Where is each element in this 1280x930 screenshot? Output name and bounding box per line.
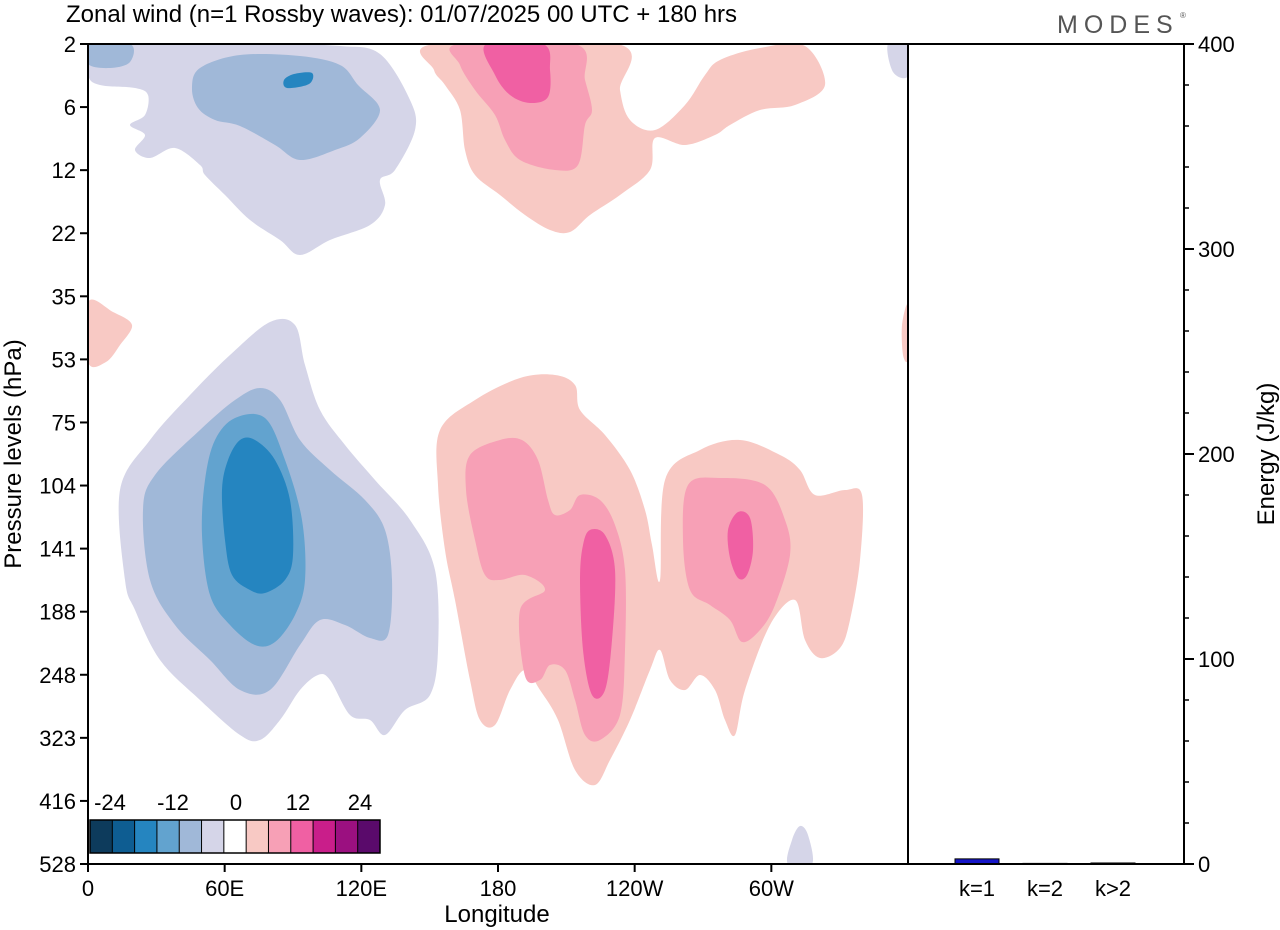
contour-region-13 xyxy=(221,437,294,594)
y-axis-label: Pressure levels (hPa) xyxy=(0,339,27,568)
x-axis-label: Longitude xyxy=(444,901,549,928)
energy-category-label: k>2 xyxy=(1095,876,1131,901)
contour-region-3 xyxy=(283,72,314,89)
energy-tick-label: 0 xyxy=(1198,852,1210,877)
y-tick-label: 416 xyxy=(39,789,76,814)
contour-region-19 xyxy=(786,825,814,864)
energy-tick-label: 200 xyxy=(1198,442,1235,467)
colorbar-swatch xyxy=(313,820,336,853)
contour-region-6 xyxy=(449,44,592,171)
contour-region-18 xyxy=(727,511,754,580)
contour-region-4 xyxy=(887,44,908,79)
contour-region-8 xyxy=(88,299,133,368)
colorbar-swatch xyxy=(335,820,359,853)
colorbar-label: 12 xyxy=(286,790,310,815)
x-tick-label: 60W xyxy=(749,876,794,901)
contour-region-9 xyxy=(901,303,908,363)
colorbar-swatch xyxy=(156,820,180,853)
colorbar-swatch xyxy=(179,820,203,853)
y-tick-label: 22 xyxy=(52,221,76,246)
colorbar-label: -24 xyxy=(94,790,126,815)
colorbar-swatch xyxy=(90,820,113,853)
y-tick-label: 528 xyxy=(39,852,76,877)
contour-region-1 xyxy=(88,44,134,69)
colorbar-label: 0 xyxy=(230,790,242,815)
x-tick-label: 180 xyxy=(480,876,517,901)
y-tick-label: 323 xyxy=(39,726,76,751)
contour-region-2 xyxy=(191,53,381,161)
energy-tick-label: 300 xyxy=(1198,237,1235,262)
x-tick-label: 120E xyxy=(336,876,387,901)
contour-region-7 xyxy=(483,44,551,104)
colorbar: -24 -12 0 12 24 xyxy=(89,790,381,854)
colorbar-swatch xyxy=(246,820,269,853)
y-tick-label: 248 xyxy=(39,663,76,688)
colorbar-swatch xyxy=(112,820,136,853)
energy-axis-label: Energy (J/kg) xyxy=(1253,383,1280,526)
colorbar-swatch xyxy=(201,820,225,853)
y-tick-label: 188 xyxy=(39,600,76,625)
chart-title: Zonal wind (n=1 Rossby waves): 01/07/202… xyxy=(66,1,737,28)
contour-region-14 xyxy=(436,374,864,786)
y-tick-label: 53 xyxy=(52,347,76,372)
y-tick-label: 6 xyxy=(64,95,76,120)
colorbar-swatch xyxy=(223,820,247,853)
x-tick-label: 120W xyxy=(606,876,664,901)
y-tick-label: 12 xyxy=(52,158,76,183)
energy-category-label: k=1 xyxy=(959,876,995,901)
contour-plot xyxy=(88,44,908,864)
energy-tick-label: 400 xyxy=(1198,32,1235,57)
energy-category-label: k=2 xyxy=(1027,876,1063,901)
colorbar-label: 24 xyxy=(348,790,372,815)
colorbar-swatch xyxy=(134,820,158,853)
colorbar-swatch xyxy=(290,820,314,853)
contour-region-17 xyxy=(580,529,616,699)
x-tick-label: 0 xyxy=(82,876,94,901)
energy-tick-label: 100 xyxy=(1198,647,1235,672)
colorbar-swatch xyxy=(357,820,381,853)
logo-registered-mark: ® xyxy=(1180,11,1186,20)
y-tick-label: 35 xyxy=(52,284,76,309)
modes-logo: MODES xyxy=(1057,11,1179,39)
y-tick-label: 104 xyxy=(39,474,76,499)
x-tick-label: 60E xyxy=(205,876,244,901)
colorbar-label: -12 xyxy=(157,790,189,815)
y-tick-label: 2 xyxy=(64,32,76,57)
energy-bar-chart: k=1 k=2 k>2 xyxy=(954,858,1136,901)
y-tick-label: 75 xyxy=(52,410,76,435)
colorbar-frame xyxy=(89,819,381,854)
colorbar-swatch xyxy=(268,820,292,853)
y-tick-label: 141 xyxy=(39,537,76,562)
